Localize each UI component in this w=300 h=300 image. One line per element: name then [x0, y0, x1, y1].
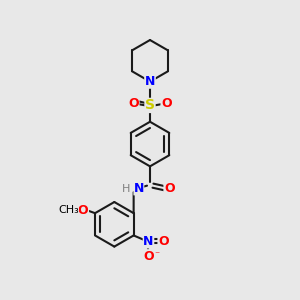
Text: H: H	[122, 184, 130, 194]
Text: O: O	[164, 182, 175, 195]
Text: S: S	[145, 98, 155, 112]
Text: O: O	[78, 204, 88, 217]
Text: O: O	[161, 98, 172, 110]
Text: CH₃: CH₃	[58, 205, 79, 215]
Text: ⁻: ⁻	[154, 250, 160, 260]
Text: O: O	[158, 235, 169, 248]
Text: O: O	[143, 250, 154, 263]
Text: N: N	[145, 75, 155, 88]
Text: N: N	[143, 235, 154, 248]
Text: O: O	[128, 98, 139, 110]
Text: N: N	[134, 182, 144, 195]
